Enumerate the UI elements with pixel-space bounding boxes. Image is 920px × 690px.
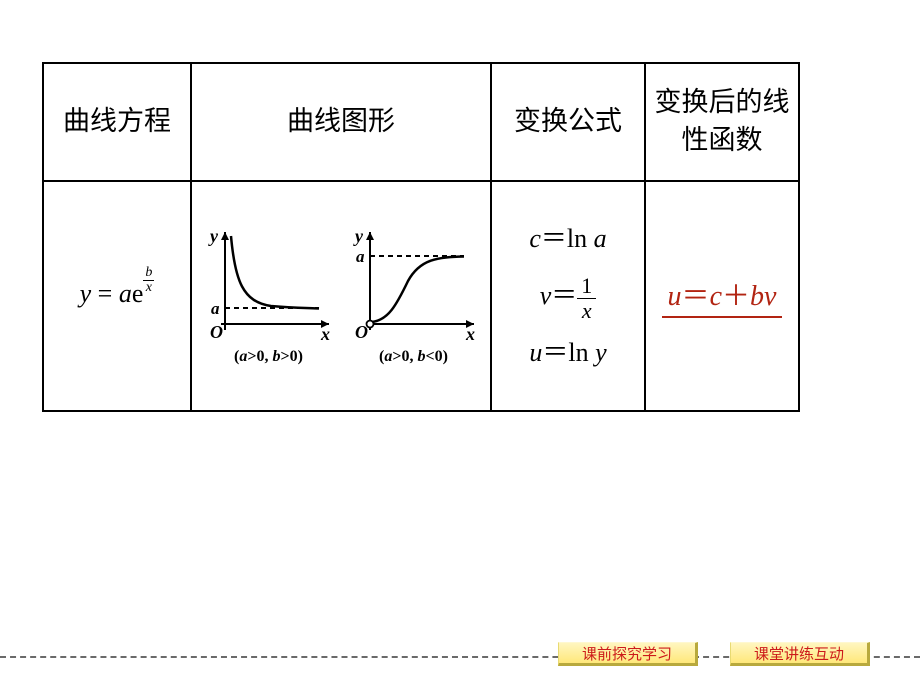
hdr-transform: 变换公式 bbox=[491, 63, 645, 181]
graph-right-caption: (a>0, b<0) bbox=[346, 348, 481, 366]
graph-left-svg: y a O x bbox=[201, 226, 336, 341]
table-header-row: 曲线方程 曲线图形 变换公式 变换后的线性函数 bbox=[43, 63, 799, 181]
graph-right: y a O x (a>0, b<0) bbox=[346, 226, 481, 366]
result-formula: u＝c＋bv bbox=[662, 274, 783, 318]
hdr-graph: 曲线图形 bbox=[191, 63, 491, 181]
table-row: y = aebx y a O x bbox=[43, 181, 799, 411]
axis-x-label: x bbox=[465, 324, 475, 341]
eq-a: a bbox=[119, 279, 132, 308]
cell-equation: y = aebx bbox=[43, 181, 191, 411]
axis-y-label: y bbox=[208, 226, 219, 246]
axis-x-label: x bbox=[320, 324, 330, 341]
mark-a: a bbox=[211, 299, 220, 318]
class-practice-button[interactable]: 课堂讲练互动 bbox=[730, 642, 870, 666]
curve-transform-table: 曲线方程 曲线图形 变换公式 变换后的线性函数 y = aebx y bbox=[42, 62, 800, 412]
hdr-linear: 变换后的线性函数 bbox=[645, 63, 799, 181]
cell-graphs: y a O x (a>0, b>0) bbox=[191, 181, 491, 411]
hdr-eq: 曲线方程 bbox=[43, 63, 191, 181]
eq-sup-num: b bbox=[143, 266, 154, 281]
pre-study-button[interactable]: 课前探究学习 bbox=[558, 642, 698, 666]
cell-result: u＝c＋bv bbox=[645, 181, 799, 411]
eq-e: e bbox=[132, 279, 144, 308]
transform-line1: c＝ln a bbox=[500, 210, 636, 267]
mark-a: a bbox=[356, 247, 365, 266]
transform-line3: u＝ln y bbox=[500, 324, 636, 381]
graph-right-svg: y a O x bbox=[346, 226, 481, 341]
origin-label: O bbox=[355, 322, 368, 341]
eq-sup-den: x bbox=[143, 281, 154, 295]
transform-line2: v＝1x bbox=[500, 267, 636, 324]
footer: 课前探究学习 课堂讲练互动 bbox=[0, 642, 920, 672]
eq-equals: = bbox=[91, 279, 119, 308]
axis-y-label: y bbox=[353, 226, 364, 246]
graph-left: y a O x (a>0, b>0) bbox=[201, 226, 336, 366]
graph-left-caption: (a>0, b>0) bbox=[201, 348, 336, 366]
cell-transforms: c＝ln a v＝1x u＝ln y bbox=[491, 181, 645, 411]
eq-y: y bbox=[80, 279, 92, 308]
origin-label: O bbox=[210, 322, 223, 341]
